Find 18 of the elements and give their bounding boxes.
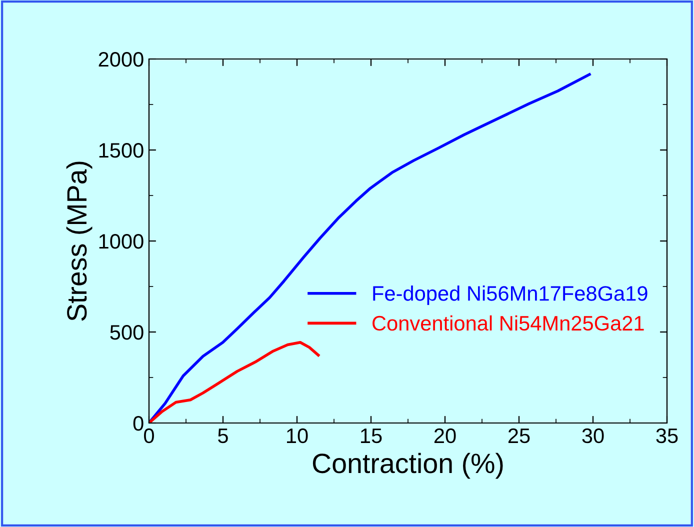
x-tick-label: 25 — [508, 428, 530, 444]
x-tick-label: 20 — [434, 428, 456, 444]
y-tick-label: 2000 — [98, 52, 144, 67]
y-axis-title: Stress (MPa) — [66, 162, 92, 321]
x-tick-label: 5 — [218, 428, 228, 444]
line-series — [149, 340, 320, 423]
y-tick-label: 0 — [133, 416, 144, 431]
x-tick-label: 30 — [582, 428, 604, 444]
x-tick-label: 10 — [287, 428, 308, 444]
x-tick-label: 15 — [361, 428, 382, 444]
x-axis-title: Contraction (%) — [312, 452, 503, 479]
x-tick-label: 35 — [656, 428, 678, 444]
y-tick-label: 1000 — [99, 234, 144, 249]
x-tick-label: 0 — [144, 428, 154, 444]
legend-label: Conventional Ni54Mn25Ga21 — [372, 315, 644, 331]
legend-label: Fe-doped Ni56Mn17Fe8Ga19 — [373, 286, 648, 305]
y-tick-label: 1500 — [99, 143, 144, 158]
y-tick-label: 500 — [110, 325, 144, 340]
